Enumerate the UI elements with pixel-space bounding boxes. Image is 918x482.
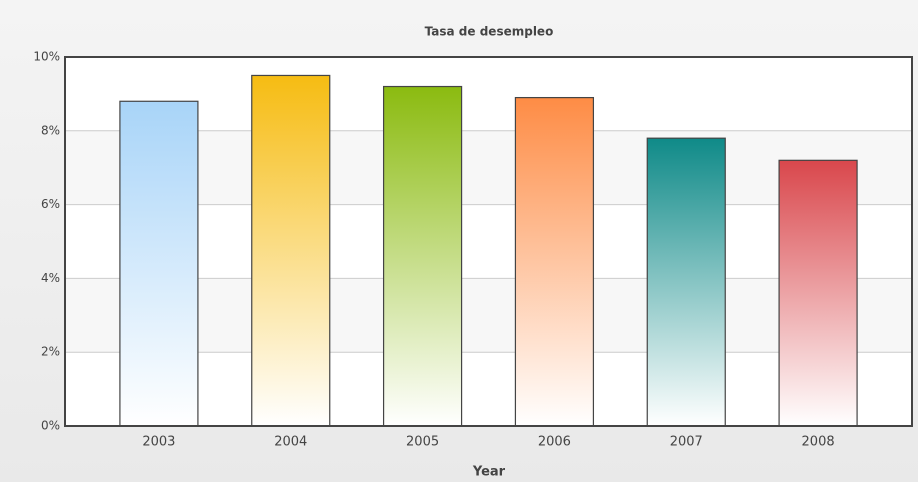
x-tick-label: 2008 xyxy=(802,435,835,450)
x-axis-label: Year xyxy=(472,465,506,480)
y-tick-label: 2% xyxy=(41,345,60,359)
plot-area xyxy=(65,57,912,426)
y-tick-label: 4% xyxy=(41,271,60,285)
grid-band xyxy=(65,130,912,205)
x-tick-label: 2004 xyxy=(274,435,307,450)
bar xyxy=(382,85,463,427)
bar xyxy=(514,96,595,427)
x-tick-label: 2003 xyxy=(142,435,175,450)
y-tick-label: 0% xyxy=(41,419,60,433)
x-tick-label: 2005 xyxy=(406,435,439,450)
bar xyxy=(778,159,858,427)
grid-band xyxy=(65,278,912,353)
plot-border xyxy=(64,56,913,427)
y-tick-label: 10% xyxy=(33,50,60,64)
y-tick-label: 6% xyxy=(41,197,60,211)
chart-title: Tasa de desempleo xyxy=(425,25,554,39)
x-tick-label: 2006 xyxy=(538,435,571,450)
bar xyxy=(251,74,331,427)
bar xyxy=(646,137,726,427)
bar xyxy=(119,100,199,427)
y-tick-label: 8% xyxy=(41,123,60,137)
x-tick-label: 2007 xyxy=(670,435,703,450)
